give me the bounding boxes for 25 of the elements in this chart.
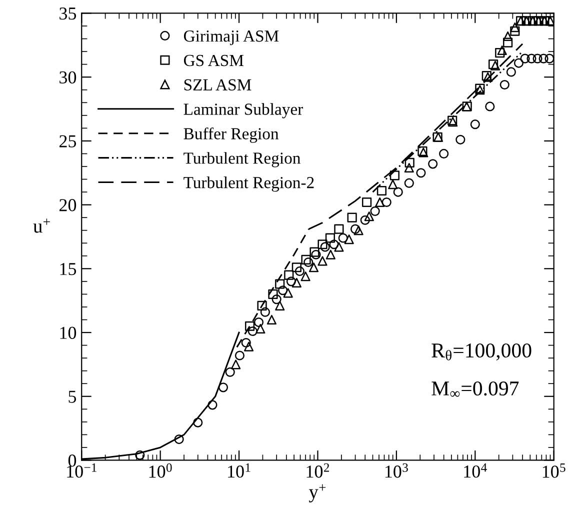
annotation: M$_{∞}$=0.097	[432, 381, 519, 397]
y-tick-label: 0	[68, 454, 76, 467]
x-tick-label: 10$^{4}$	[464, 463, 487, 478]
y-tick-label: 10	[60, 326, 76, 339]
legend-label: Turbulent Region-2	[184, 176, 314, 192]
y-tick-label: 25	[59, 135, 76, 148]
x-tick-label: 10$^{5}$	[542, 464, 566, 478]
x-tick-label: 10$^{0}$	[149, 463, 172, 478]
legend-label: Turbulent Region	[184, 152, 300, 168]
x-tick-label: 10$^{3}$	[385, 463, 408, 478]
legend-label: Laminar Sublayer	[184, 103, 304, 118]
y-tick-label: 30	[60, 71, 76, 84]
x-axis-title: y$^{+}$	[308, 484, 326, 502]
legend-label: GS ASM	[184, 54, 244, 66]
annotation: R$_{θ}$=100,000	[432, 343, 532, 361]
legend-label: Buffer Region	[184, 127, 279, 143]
y-axis-title: u$^{+}$	[33, 218, 50, 233]
x-tick-label: 10$^{2}$	[306, 463, 330, 478]
y-tick-label: 35	[60, 8, 76, 20]
x-tick-label: 10$^{1}$	[228, 463, 250, 478]
legend-label: SZL ASM	[184, 79, 252, 90]
y-tick-label: 15	[60, 263, 76, 276]
y-tick-label: 5	[68, 390, 76, 403]
legend-label: Girimaji ASM	[184, 30, 279, 46]
y-tick-label: 20	[59, 199, 76, 212]
